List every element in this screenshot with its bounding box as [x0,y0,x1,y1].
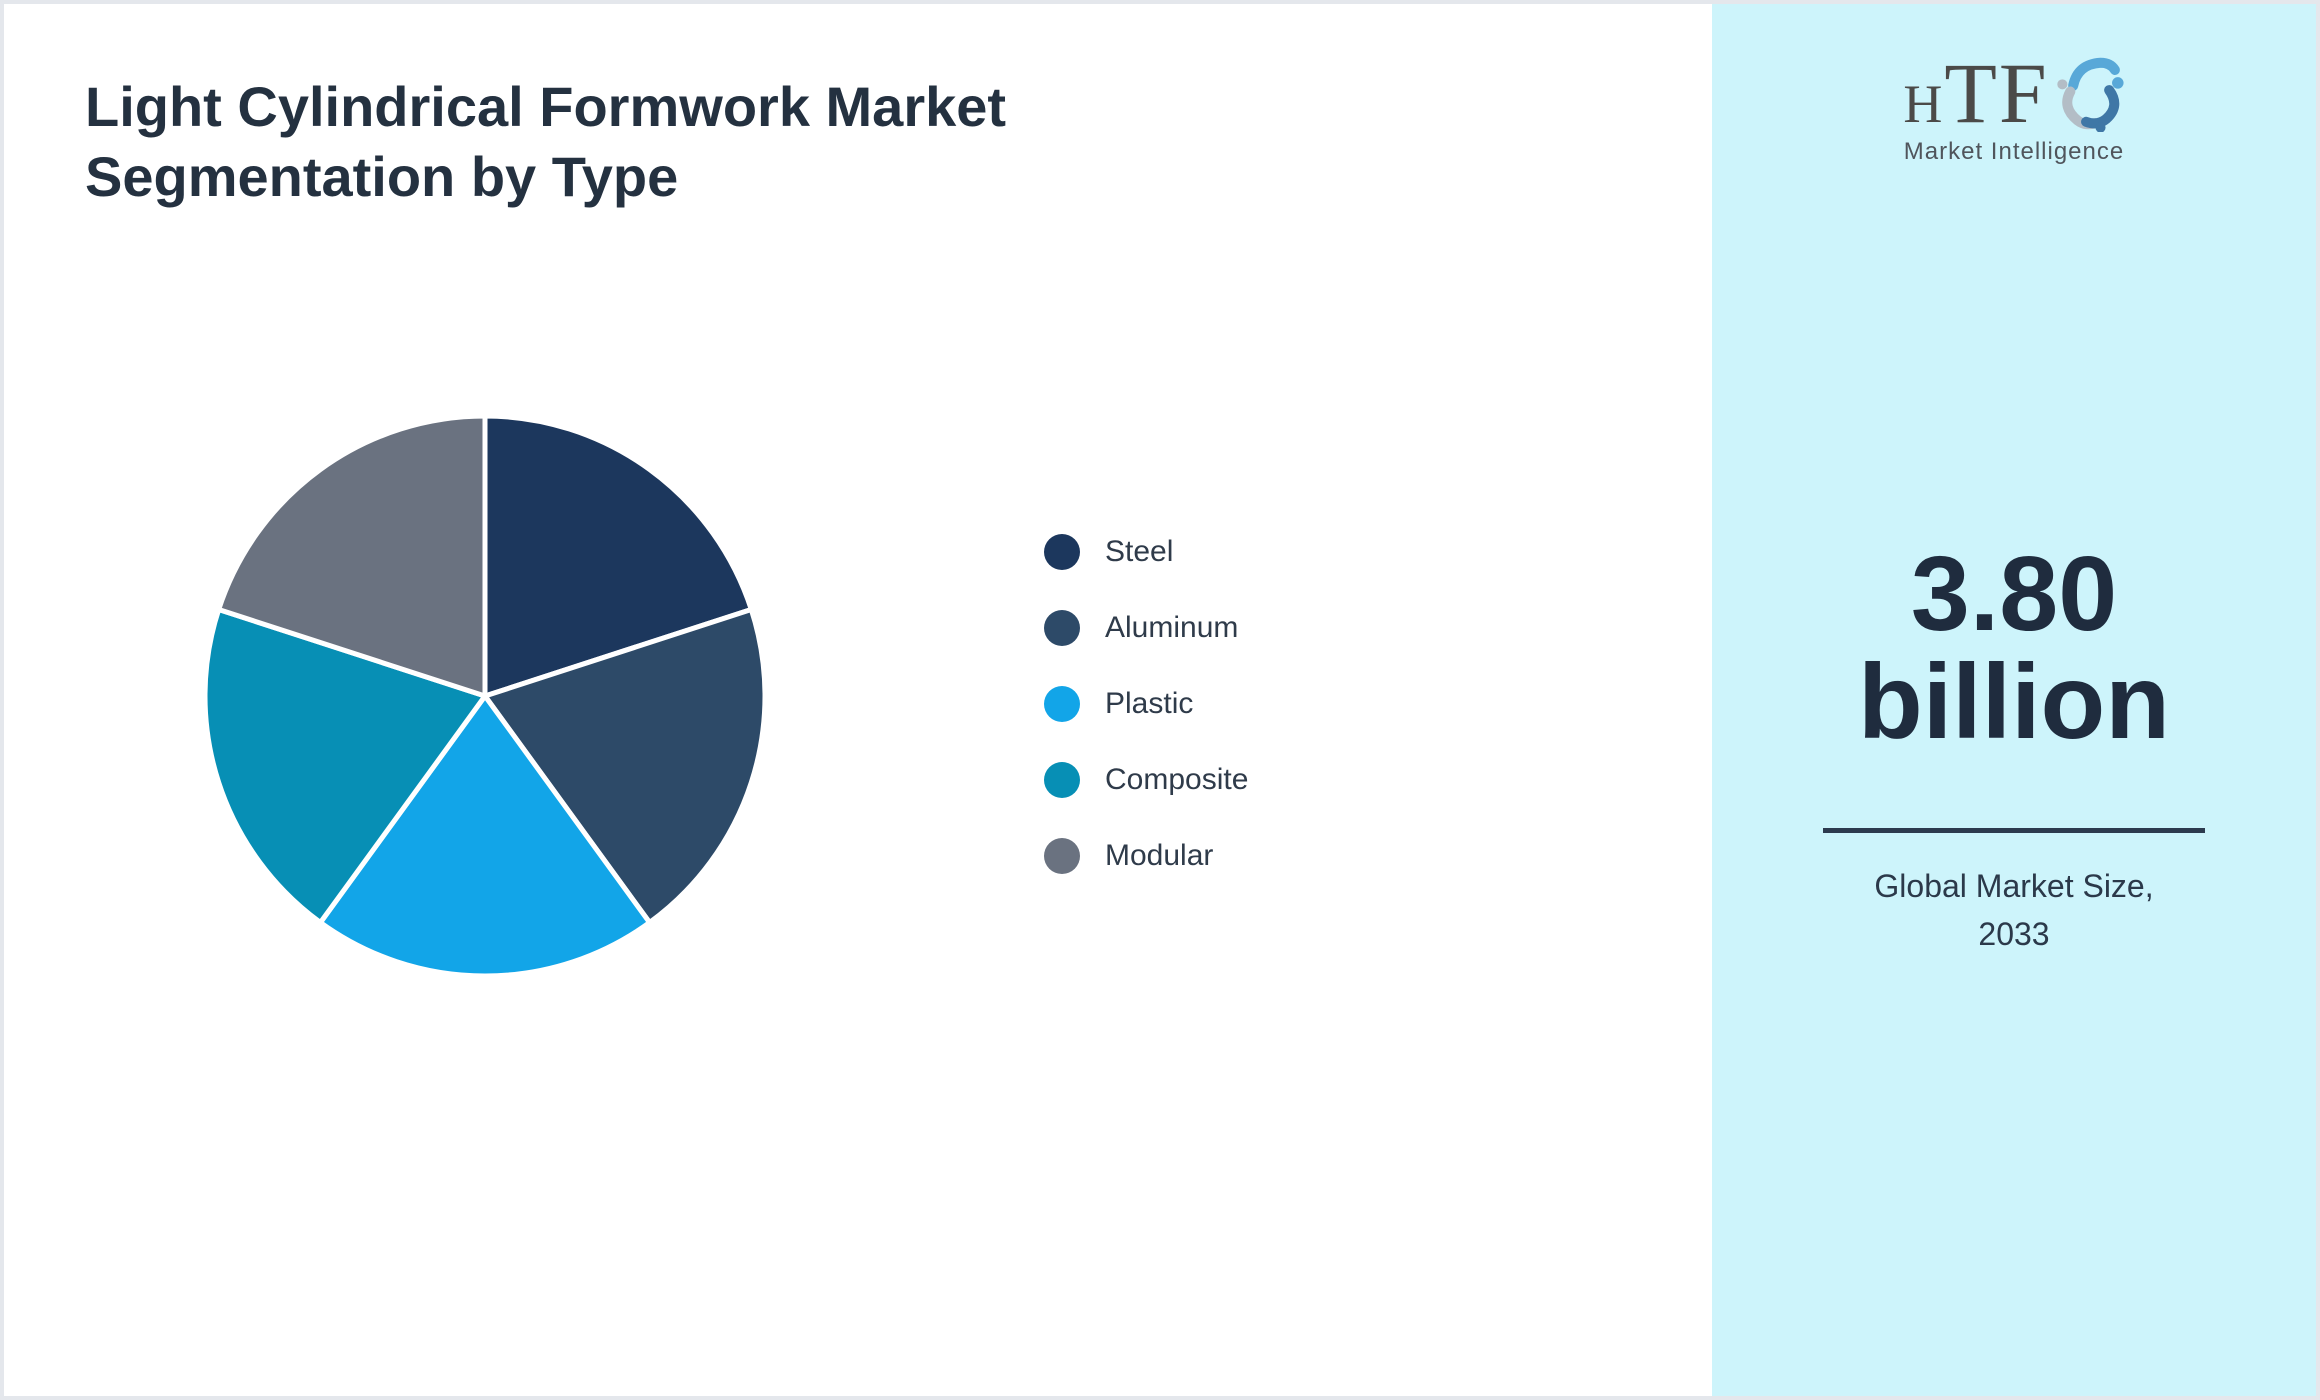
legend-label: Steel [1105,535,1174,568]
market-size-panel: HTF Market Intelligence 3.80 billion Glo… [1712,4,2316,1396]
dolphin-light-blue [2067,57,2120,91]
dolphin-light-blue-dot [2111,77,2124,89]
market-size-caption-line-2: 2033 [1978,916,2050,952]
legend-item-modular: Modular [1044,838,1248,874]
divider-line [1823,828,2205,833]
htf-logo-dolphins-icon [2057,57,2124,132]
legend-label: Composite [1105,763,1249,796]
legend-item-steel: Steel [1044,534,1248,570]
htf-logo-letters-tf: TF [1944,45,2049,141]
pie-slice-steel [482,413,754,699]
market-size-caption: Global Market Size, 2033 [1712,862,2316,958]
legend-item-aluminum: Aluminum [1044,610,1248,646]
dolphin-gray-dot [2057,79,2068,90]
pie-chart-container [185,396,785,996]
legend-item-composite: Composite [1044,762,1248,798]
legend-item-plastic: Plastic [1044,686,1248,722]
htf-logo-text: HTF [1903,50,2048,136]
legend-swatch-aluminum [1044,610,1080,646]
legend-swatch-modular [1044,838,1080,874]
pie-slice-modular [216,413,488,699]
legend-swatch-plastic [1044,686,1080,722]
market-size-caption-line-1: Global Market Size, [1874,868,2154,904]
market-size-value: 3.80 [1910,535,2118,653]
page-title-line-1: Light Cylindrical Formwork Market [85,74,1007,138]
htf-logo-letter-h: H [1903,74,1945,134]
market-size-unit: billion [1857,643,2171,761]
pie-slice-plastic [317,693,653,979]
pie-chart [202,413,768,979]
pie-slice-composite [202,606,488,926]
page-title-line-2: Segmentation by Type [85,144,679,208]
legend-swatch-composite [1044,762,1080,798]
htf-logo: HTF Market Intelligence [1712,50,2316,166]
chart-legend: Steel Aluminum Plastic Composite Modular [1044,534,1248,914]
market-size-number: 3.80 billion [1712,540,2316,756]
legend-label: Plastic [1105,687,1194,720]
dolphin-steel-blue-dot [2095,122,2106,132]
legend-label: Modular [1105,839,1214,872]
legend-swatch-steel [1044,534,1080,570]
page-title: Light Cylindrical Formwork Market Segmen… [85,72,1006,212]
pie-slice-aluminum [482,606,768,926]
htf-logo-subtitle: Market Intelligence [1903,138,2125,165]
legend-label: Aluminum [1105,611,1239,644]
dolphin-steel-blue [2080,85,2119,129]
